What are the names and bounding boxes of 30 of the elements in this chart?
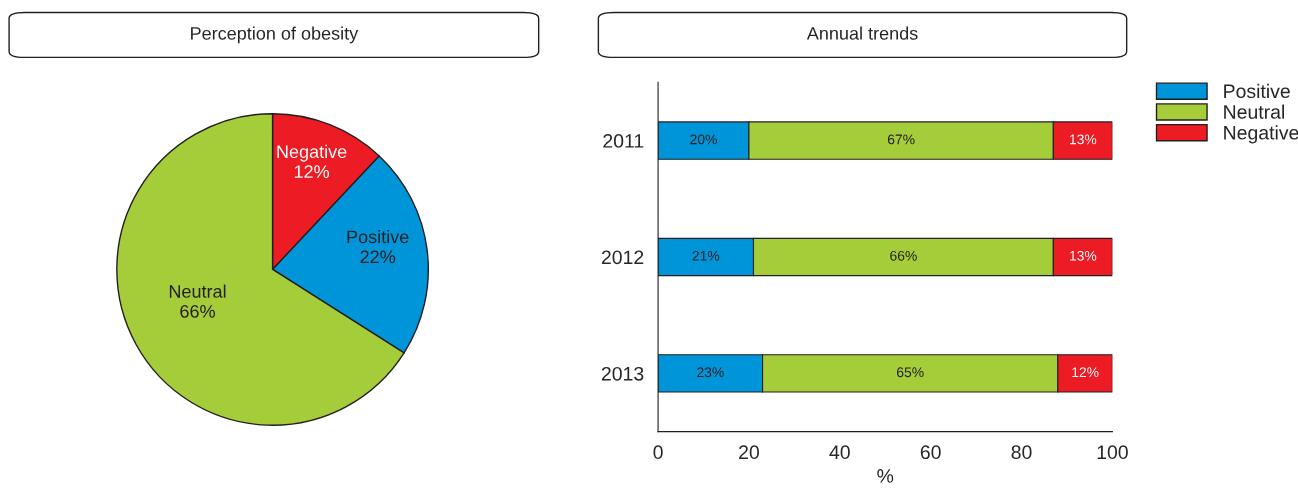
- data-label: 13%: [1070, 134, 1097, 145]
- x-tick-label: 40: [829, 445, 850, 460]
- legend-label: Neutral: [1224, 104, 1284, 119]
- legend-label: Negative: [1224, 125, 1298, 144]
- x-tick-label: 20: [739, 445, 759, 460]
- x-tick-label: 60: [920, 445, 941, 460]
- data-label: 20%: [690, 134, 717, 145]
- x-tick-label: 80: [1011, 445, 1032, 460]
- slice-label: Negative: [277, 144, 347, 162]
- slice-label: Positive: [347, 230, 409, 244]
- y-tick-label: 2012: [601, 250, 644, 265]
- data-label: 12%: [1072, 367, 1099, 378]
- x-axis-title: %: [877, 469, 894, 483]
- data-label: 23%: [697, 367, 724, 378]
- data-label: 66%: [180, 304, 215, 318]
- data-label: 65%: [897, 367, 924, 378]
- chart-title: Annual trends: [806, 26, 918, 40]
- slice-label: Neutral: [169, 284, 226, 298]
- chart-title: Perception of obesity: [191, 26, 359, 44]
- y-tick-label: 2011: [603, 134, 644, 148]
- legend-label: Positive: [1224, 83, 1290, 99]
- data-label: 66%: [890, 250, 917, 261]
- data-label: 13%: [1070, 250, 1097, 261]
- data-label: 12%: [294, 165, 329, 178]
- x-tick-label: 0: [653, 445, 663, 460]
- x-tick-label: 100: [1097, 445, 1128, 460]
- data-label: 22%: [360, 250, 396, 264]
- data-label: 21%: [692, 250, 720, 261]
- y-tick-label: 2013: [601, 366, 644, 381]
- data-label: 67%: [887, 134, 915, 145]
